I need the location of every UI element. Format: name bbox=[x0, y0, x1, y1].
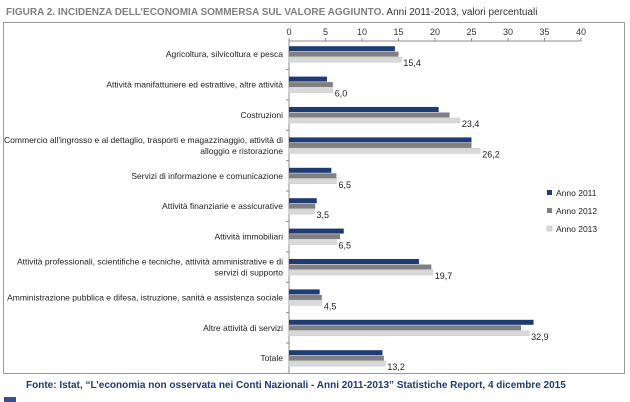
x-tick-label: 30 bbox=[503, 27, 513, 37]
bar-anno-2011 bbox=[289, 168, 331, 173]
legend-label: Anno 2012 bbox=[556, 206, 597, 216]
category-label: Attività immobiliari bbox=[215, 232, 284, 242]
chart-title: FIGURA 2. INCIDENZA DELL’ECONOMIA SOMMER… bbox=[6, 5, 626, 21]
bar-anno-2011 bbox=[289, 289, 320, 294]
bar-anno-2011 bbox=[289, 77, 327, 82]
bar-anno-2011 bbox=[289, 107, 439, 112]
bar-anno-2011 bbox=[289, 46, 395, 51]
bar-anno-2013 bbox=[289, 148, 480, 153]
data-label: 6,0 bbox=[335, 89, 348, 99]
bar-anno-2012 bbox=[289, 356, 384, 361]
data-label: 6,5 bbox=[338, 241, 351, 251]
category-label: Attività manifatturiere ed estrattive, a… bbox=[106, 80, 283, 90]
x-tick-label: 10 bbox=[357, 27, 367, 37]
bar-anno-2012 bbox=[289, 265, 431, 270]
data-label: 19,7 bbox=[435, 271, 453, 281]
data-label: 32,9 bbox=[531, 332, 549, 342]
x-tick-label: 25 bbox=[466, 27, 476, 37]
category-label: Attività professionali, scientifiche e t… bbox=[17, 257, 283, 267]
data-label: 13,2 bbox=[387, 362, 405, 372]
bar-anno-2011 bbox=[289, 137, 472, 142]
category-label: Amministrazione pubblica e difesa, istru… bbox=[7, 292, 283, 302]
x-tick-label: 15 bbox=[393, 27, 403, 37]
bar-anno-2013 bbox=[289, 88, 333, 93]
bar-anno-2012 bbox=[289, 234, 340, 239]
bar-anno-2013 bbox=[289, 361, 385, 366]
category-label: Costruzioni bbox=[240, 110, 283, 120]
bar-anno-2013 bbox=[289, 179, 336, 184]
category-label: servizi di supporto bbox=[214, 268, 283, 278]
x-tick-label: 20 bbox=[430, 27, 440, 37]
category-label: Commercio all'ingrosso e al dettaglio, t… bbox=[4, 135, 283, 145]
legend-swatch bbox=[547, 208, 552, 213]
data-label: 3,5 bbox=[317, 210, 330, 220]
bar-anno-2012 bbox=[289, 82, 333, 87]
bar-anno-2012 bbox=[289, 113, 450, 118]
category-label: Attività finanziarie e assicurative bbox=[162, 201, 283, 211]
x-tick-label: 35 bbox=[539, 27, 549, 37]
bar-anno-2012 bbox=[289, 52, 399, 57]
bar-anno-2013 bbox=[289, 57, 401, 62]
bar-anno-2013 bbox=[289, 118, 460, 123]
legend-swatch bbox=[547, 190, 552, 195]
bar-anno-2013 bbox=[289, 270, 433, 275]
category-label: Totale bbox=[260, 353, 283, 363]
bar-anno-2012 bbox=[289, 325, 521, 330]
x-tick-label: 40 bbox=[576, 27, 586, 37]
data-label: 6,5 bbox=[338, 180, 351, 190]
data-label: 15,4 bbox=[403, 58, 421, 68]
x-tick-label: 5 bbox=[323, 27, 328, 37]
legend-label: Anno 2013 bbox=[556, 224, 597, 234]
bar-anno-2012 bbox=[289, 204, 315, 209]
bar-anno-2011 bbox=[289, 320, 534, 325]
chart-frame: 0 5 10 15 20 25 30 35 40 Agricoltura, silvicoltur… bbox=[3, 22, 625, 374]
category-label: alloggio e ristorazione bbox=[200, 146, 283, 156]
bar-anno-2011 bbox=[289, 259, 419, 264]
data-label: 23,4 bbox=[462, 119, 480, 129]
x-tick-label: 0 bbox=[286, 27, 291, 37]
bar-anno-2013 bbox=[289, 240, 336, 245]
bar-anno-2012 bbox=[289, 173, 336, 178]
legend-swatch bbox=[547, 226, 552, 231]
bar-anno-2011 bbox=[289, 198, 317, 203]
corner-decoration bbox=[4, 397, 16, 402]
legend-label: Anno 2011 bbox=[556, 188, 597, 198]
data-label: 26,2 bbox=[482, 149, 500, 159]
data-label: 4,5 bbox=[324, 301, 337, 311]
bar-chart: 0 5 10 15 20 25 30 35 40 Agricoltura, silvicoltur… bbox=[4, 23, 624, 373]
source-note: Fonte: Istat, “L’economia non osservata … bbox=[26, 380, 626, 396]
category-label: Servizi di informazione e comunicazione bbox=[131, 171, 283, 181]
bar-anno-2013 bbox=[289, 331, 529, 336]
bar-anno-2013 bbox=[289, 209, 315, 214]
category-label: Altre attività di servizi bbox=[203, 323, 283, 333]
bar-anno-2011 bbox=[289, 229, 344, 234]
category-label: Agricoltura, silvicoltura e pesca bbox=[166, 49, 283, 59]
bar-anno-2012 bbox=[289, 295, 322, 300]
bar-anno-2012 bbox=[289, 143, 472, 148]
bar-anno-2013 bbox=[289, 300, 322, 305]
bar-anno-2011 bbox=[289, 350, 382, 355]
